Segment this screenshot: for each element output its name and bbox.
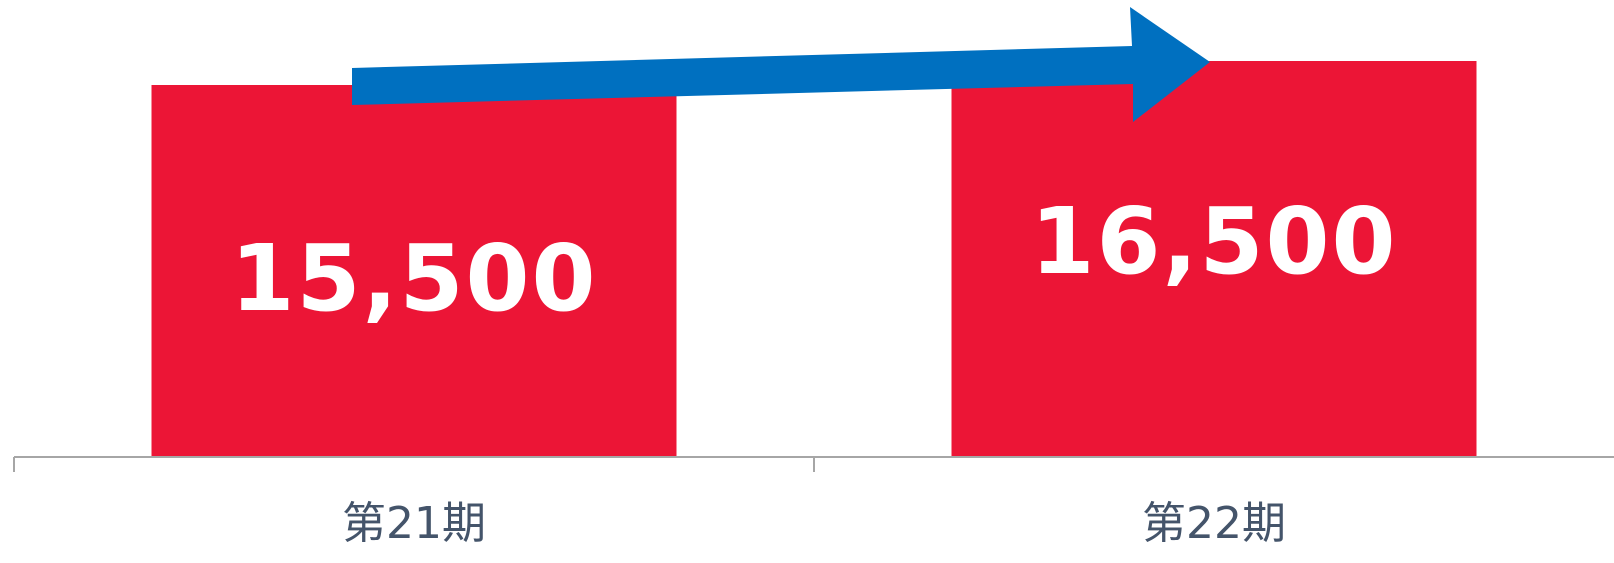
bar xyxy=(951,61,1477,457)
bar-value-label: 15,500 xyxy=(230,225,597,332)
bar-value-label: 16,500 xyxy=(1030,188,1397,295)
arrow-up-right-icon xyxy=(352,7,1210,122)
x-axis-tick-label: 第22期 xyxy=(1142,498,1286,549)
bars xyxy=(151,61,1477,457)
x-axis-tick-label: 第21期 xyxy=(342,498,486,549)
bar xyxy=(151,85,677,457)
data-labels: 15,500 16,500 xyxy=(230,188,1397,332)
x-axis-ticks xyxy=(13,457,815,472)
x-axis: 第21期 第22期 xyxy=(13,456,1614,549)
x-axis-tick-labels: 第21期 第22期 xyxy=(342,498,1286,549)
